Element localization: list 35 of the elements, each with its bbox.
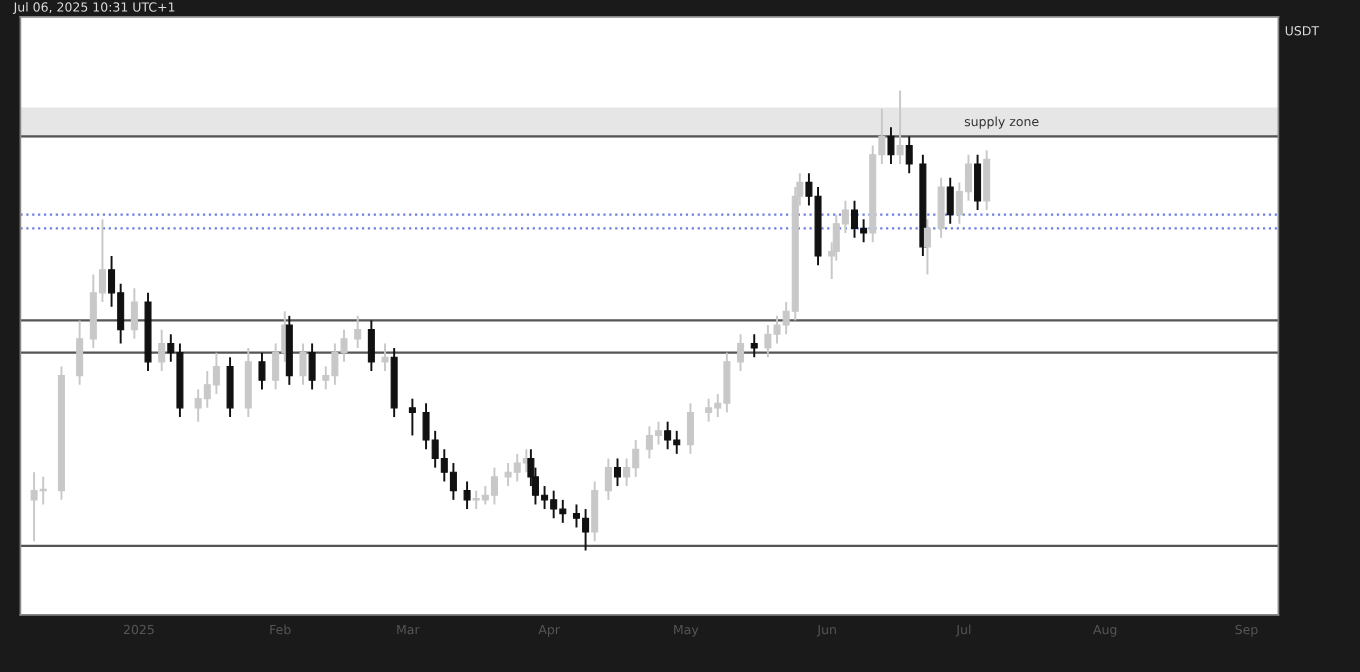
candlestick [923, 218, 931, 276]
candlestick [654, 420, 663, 446]
candlestick [76, 319, 84, 386]
candlestick [490, 466, 498, 506]
candlestick [258, 351, 266, 391]
candlestick [946, 176, 954, 225]
candlestick [367, 319, 375, 373]
candlestick [212, 351, 220, 396]
candlestick [463, 480, 471, 511]
candlestick [974, 153, 982, 211]
candlestick [750, 333, 758, 359]
candlestick [705, 397, 713, 423]
candlestick [850, 199, 859, 239]
candlestick [408, 397, 416, 437]
candlestick [226, 356, 234, 419]
candlestick [905, 135, 913, 175]
candlestick [130, 287, 138, 340]
candlestick [308, 342, 316, 391]
candlestick [449, 462, 457, 501]
candlestick [613, 457, 622, 488]
candlestick [381, 342, 389, 373]
candlestick [887, 126, 895, 165]
candlestick [244, 347, 252, 419]
candlestick [664, 420, 672, 451]
candlestick [983, 149, 991, 211]
candlestick [896, 89, 904, 165]
candlestick [591, 480, 599, 543]
candlestick [686, 402, 694, 455]
candlestick [623, 457, 631, 488]
candlestick [937, 176, 945, 239]
candlestick [354, 314, 362, 350]
candlestick [737, 333, 745, 373]
candlestick [299, 342, 307, 386]
candlestick [604, 457, 612, 501]
candlestick [158, 328, 166, 373]
